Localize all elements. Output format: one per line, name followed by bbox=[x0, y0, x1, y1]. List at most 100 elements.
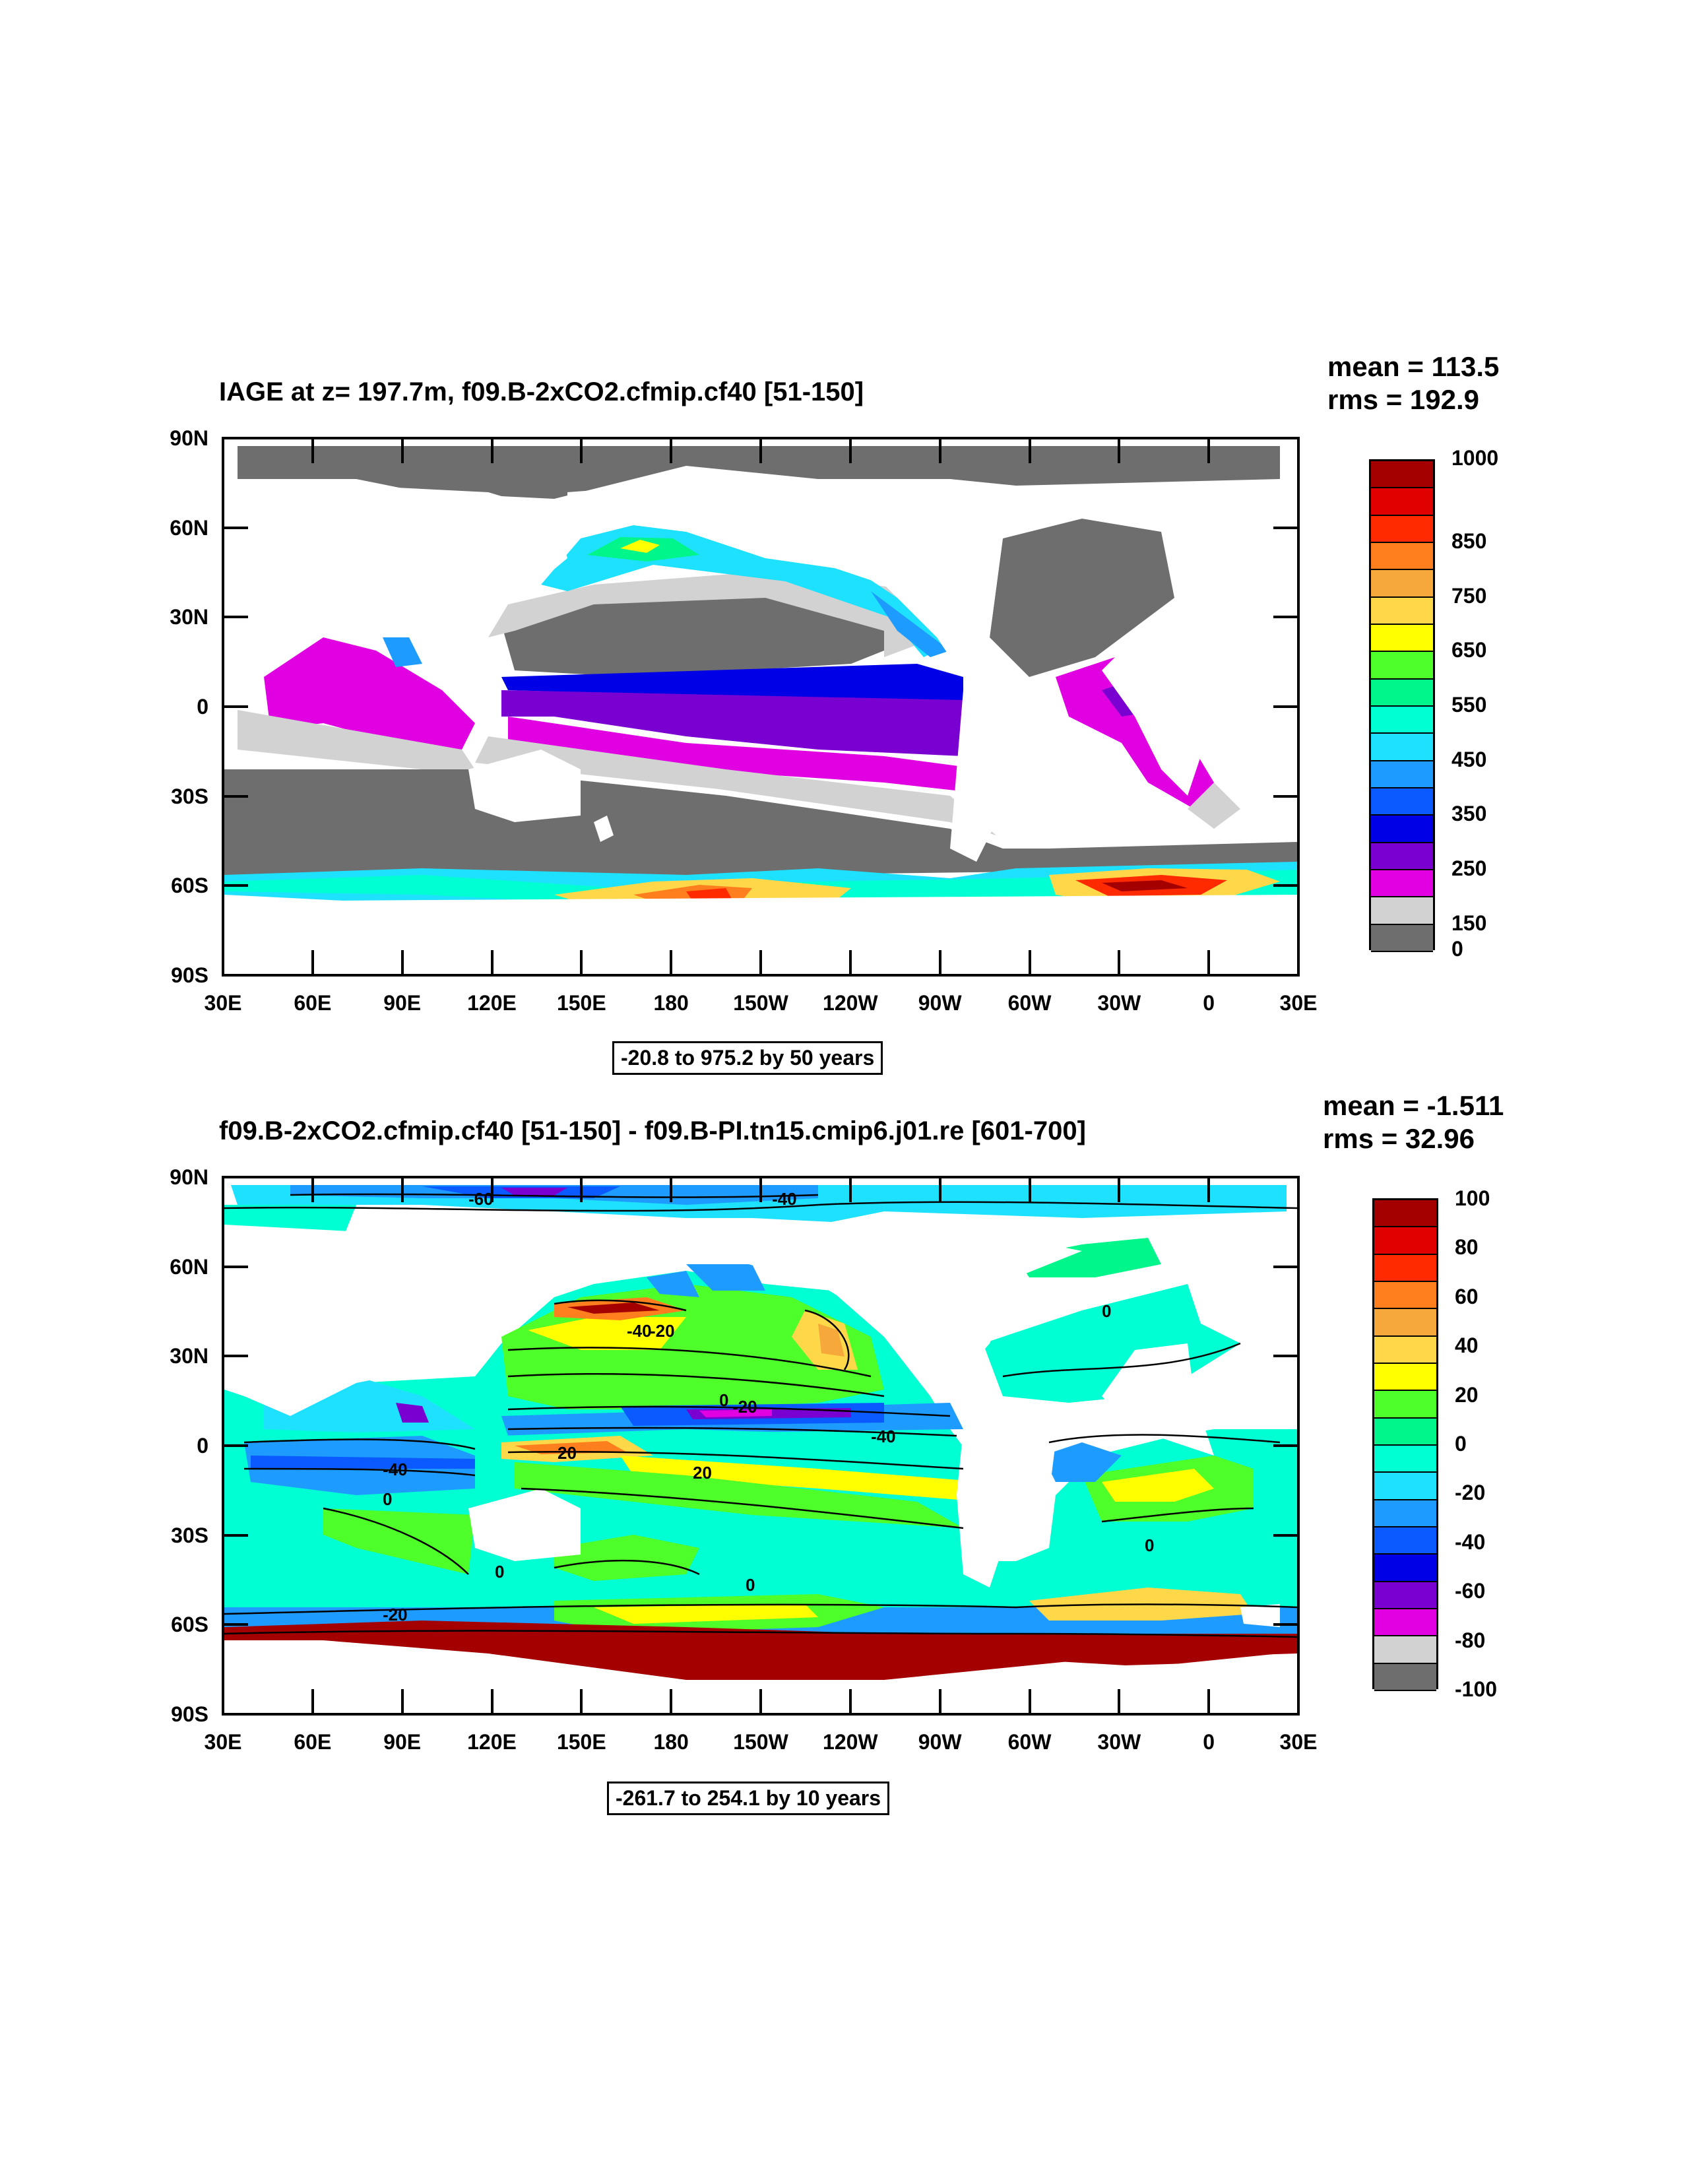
colorbar-cell bbox=[1371, 652, 1433, 680]
x-tick-mark bbox=[1028, 950, 1031, 977]
colorbar-cell bbox=[1371, 788, 1433, 816]
x-tick-mark bbox=[311, 950, 314, 977]
contour-label: 20 bbox=[558, 1443, 577, 1463]
contour-label: -60 bbox=[468, 1189, 494, 1209]
y-tick-label: 0 bbox=[197, 695, 208, 719]
y-tick-mark bbox=[222, 1176, 248, 1178]
contour-label: -40 bbox=[627, 1321, 652, 1341]
contour-label: 0 bbox=[383, 1489, 392, 1509]
y-tick-mark bbox=[1273, 437, 1300, 439]
colorbar-label: 150 bbox=[1451, 911, 1487, 935]
x-tick-mark bbox=[848, 1176, 852, 1202]
x-tick-mark bbox=[400, 1689, 404, 1716]
x-tick-label: 150E bbox=[556, 1730, 606, 1754]
x-tick-mark bbox=[848, 437, 852, 463]
x-tick-mark bbox=[580, 1689, 583, 1716]
colorbar-cell bbox=[1374, 1364, 1436, 1392]
x-tick-label: 0 bbox=[1203, 991, 1215, 1015]
x-tick-mark bbox=[670, 1176, 673, 1202]
panel2-map: -60 -40 0 -40 -20 0 20 -20 -40 20 -40 0 … bbox=[222, 1176, 1300, 1716]
colorbar-cell bbox=[1371, 515, 1433, 543]
x-tick-label: 30E bbox=[1279, 1730, 1318, 1754]
colorbar-cell bbox=[1374, 1636, 1436, 1664]
y-tick-mark bbox=[1273, 1623, 1300, 1626]
colorbar-label: 60 bbox=[1455, 1284, 1479, 1308]
x-tick-mark bbox=[580, 1176, 583, 1202]
y-tick-mark bbox=[222, 1444, 248, 1447]
panel1-colorbar bbox=[1369, 459, 1435, 952]
x-tick-label: 120W bbox=[823, 991, 878, 1015]
panel1-mean: mean = 113.5 bbox=[1327, 351, 1500, 382]
x-tick-mark bbox=[222, 1176, 224, 1202]
x-tick-mark bbox=[311, 1176, 314, 1202]
y-tick-mark bbox=[1273, 1265, 1300, 1268]
x-tick-mark bbox=[222, 1689, 224, 1716]
contour-label: -20 bbox=[732, 1397, 757, 1417]
panel2-title: f09.B-2xCO2.cfmip.cf40 [51-150] - f09.B-… bbox=[219, 1116, 1086, 1145]
y-tick-mark bbox=[222, 1623, 248, 1626]
y-tick-mark bbox=[222, 616, 248, 619]
colorbar-cell bbox=[1371, 707, 1433, 734]
colorbar-cell bbox=[1374, 1500, 1436, 1527]
x-tick-mark bbox=[1028, 1689, 1031, 1716]
x-tick-mark bbox=[311, 1689, 314, 1716]
colorbar-label: -20 bbox=[1455, 1481, 1486, 1505]
colorbar-label: 850 bbox=[1451, 529, 1487, 553]
x-tick-mark bbox=[400, 1176, 404, 1202]
colorbar-cell bbox=[1374, 1418, 1436, 1446]
y-tick-label: 30N bbox=[170, 1344, 208, 1368]
colorbar-label: 40 bbox=[1455, 1333, 1479, 1358]
colorbar-cell bbox=[1374, 1527, 1436, 1555]
colorbar-cell bbox=[1371, 816, 1433, 843]
y-tick-mark bbox=[222, 1355, 248, 1358]
colorbar-cell bbox=[1371, 570, 1433, 598]
colorbar-cell bbox=[1371, 897, 1433, 925]
colorbar-cell bbox=[1371, 679, 1433, 707]
x-tick-mark bbox=[848, 950, 852, 977]
y-tick-label: 60N bbox=[170, 515, 208, 540]
colorbar-cell bbox=[1374, 1582, 1436, 1609]
y-tick-mark bbox=[222, 526, 248, 529]
colorbar-label: 450 bbox=[1451, 747, 1487, 771]
x-tick-label: 120E bbox=[467, 991, 517, 1015]
x-tick-mark bbox=[1207, 437, 1211, 463]
x-tick-label: 30E bbox=[204, 1730, 242, 1754]
x-tick-label: 120W bbox=[823, 1730, 878, 1754]
x-tick-label: 60W bbox=[1007, 1730, 1052, 1754]
colorbar-cell bbox=[1374, 1282, 1436, 1310]
x-tick-label: 150W bbox=[733, 991, 788, 1015]
x-tick-mark bbox=[938, 1176, 941, 1202]
contour-label: -40 bbox=[772, 1189, 797, 1209]
colorbar-cell bbox=[1371, 543, 1433, 571]
x-tick-label: 30W bbox=[1097, 991, 1141, 1015]
x-tick-mark bbox=[938, 1689, 941, 1716]
x-tick-label: 90E bbox=[383, 991, 422, 1015]
x-tick-mark bbox=[580, 437, 583, 463]
panel1-field bbox=[224, 439, 1297, 974]
colorbar-label: -60 bbox=[1455, 1579, 1486, 1603]
panel1-title: IAGE at z= 197.7m, f09.B-2xCO2.cfmip.cf4… bbox=[219, 377, 864, 406]
panel1-map bbox=[222, 437, 1300, 977]
y-tick-label: 30S bbox=[171, 784, 208, 808]
x-tick-mark bbox=[1207, 1689, 1211, 1716]
colorbar-label: 250 bbox=[1451, 856, 1487, 880]
y-tick-label: 90S bbox=[171, 963, 208, 987]
y-tick-mark bbox=[1273, 1176, 1300, 1178]
y-tick-mark bbox=[222, 794, 248, 798]
y-tick-label: 30S bbox=[171, 1523, 208, 1547]
x-tick-label: 120E bbox=[467, 1730, 517, 1754]
x-tick-mark bbox=[1118, 950, 1121, 977]
colorbar-cell bbox=[1371, 761, 1433, 788]
colorbar-cell bbox=[1374, 1336, 1436, 1364]
y-tick-mark bbox=[1273, 974, 1300, 977]
y-tick-mark bbox=[222, 705, 248, 708]
x-tick-label: 30E bbox=[204, 991, 242, 1015]
panel2-colorbar bbox=[1372, 1198, 1438, 1691]
contour-label: -40 bbox=[871, 1427, 896, 1446]
x-tick-mark bbox=[400, 950, 404, 977]
x-tick-label: 0 bbox=[1203, 1730, 1215, 1754]
contour-label: 0 bbox=[1102, 1301, 1111, 1321]
x-tick-mark bbox=[1118, 437, 1121, 463]
colorbar-label: 1000 bbox=[1451, 446, 1499, 470]
colorbar-cell bbox=[1374, 1473, 1436, 1500]
